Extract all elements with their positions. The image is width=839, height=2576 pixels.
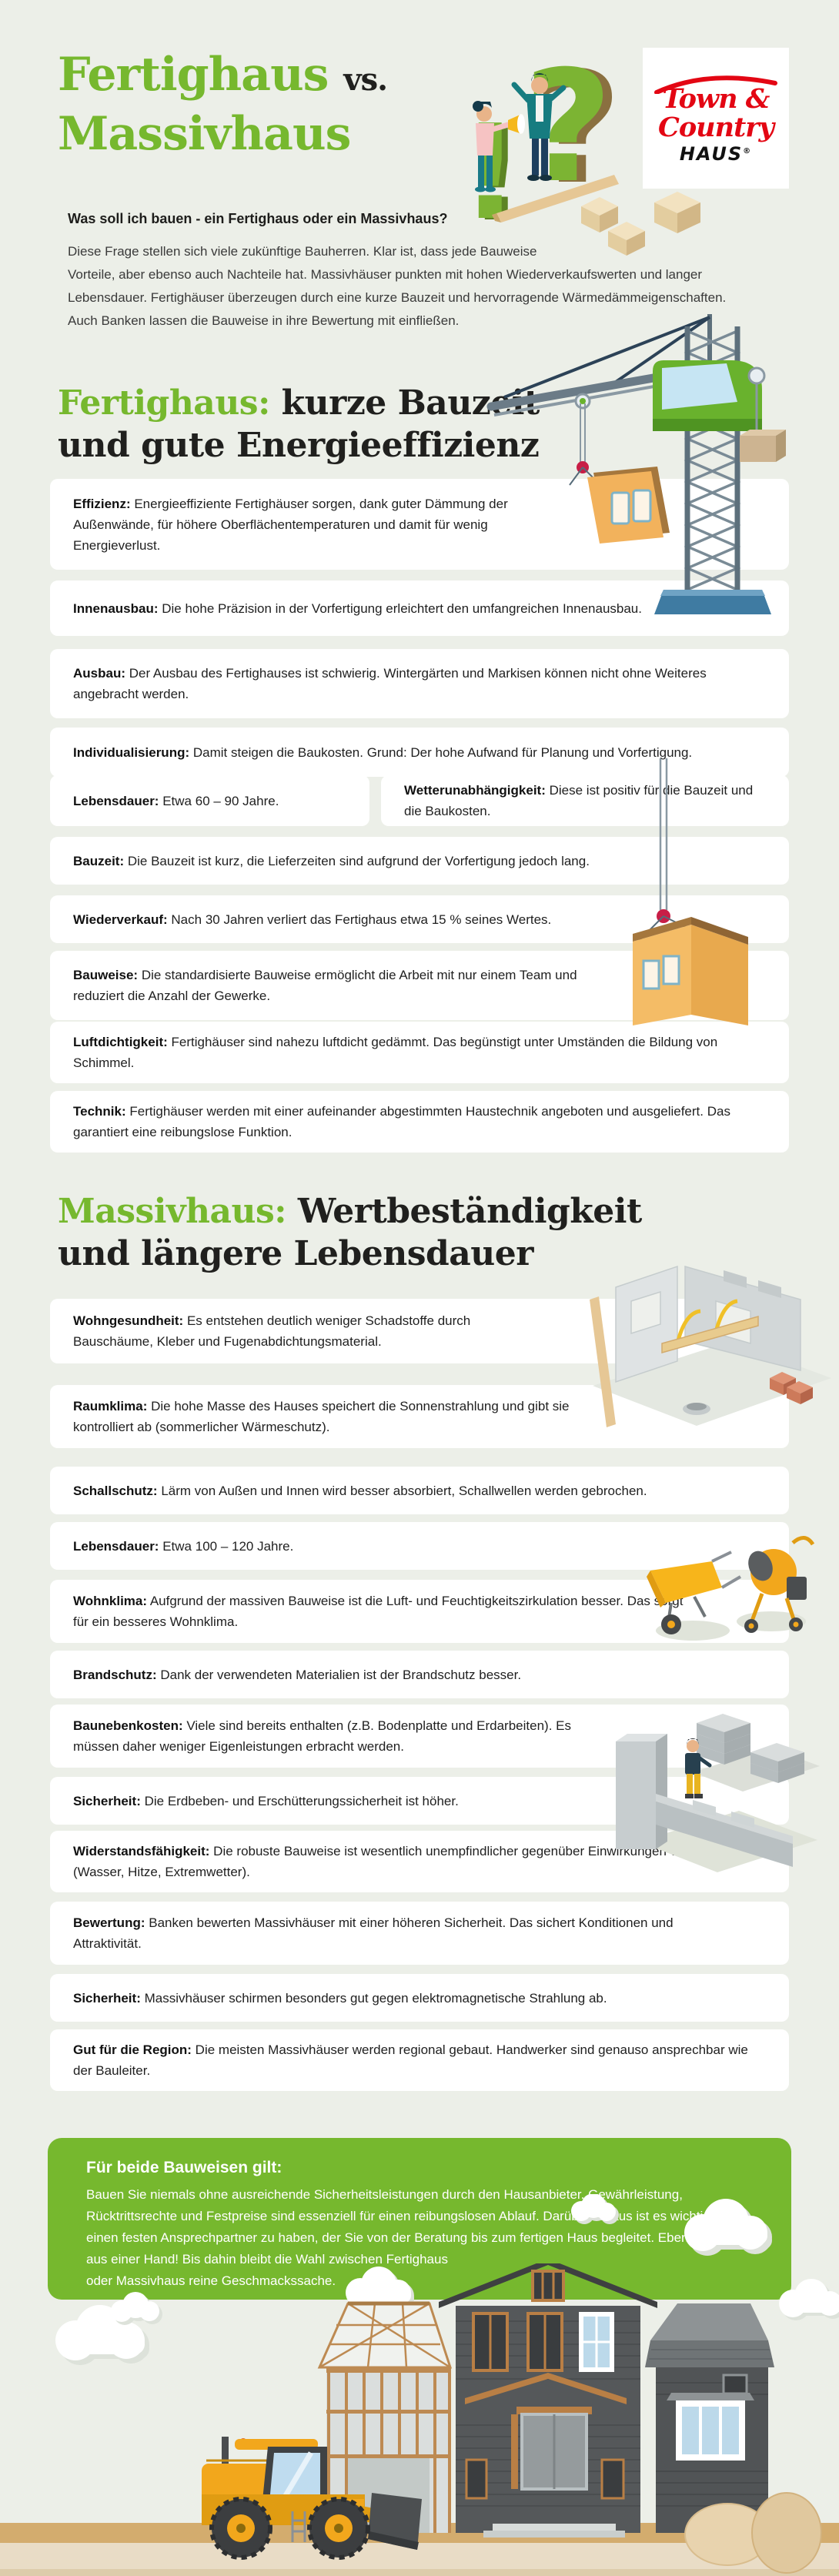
card-label: Effizienz:: [73, 496, 131, 511]
tower-crane-illustration: [486, 314, 786, 614]
card-label: Widerstandsfähigkeit:: [73, 1844, 210, 1858]
card-label: Innenausbau:: [73, 601, 159, 616]
mason-on-wall-illustration: [616, 1734, 817, 1872]
worker-figure: [685, 1738, 712, 1798]
title-word-fertighaus: Fertighaus: [58, 48, 329, 102]
title-word-vs: vs.: [343, 62, 388, 98]
man-figure: [511, 73, 567, 181]
card-text: Nach 30 Jahren verliert das Fertighaus e…: [171, 912, 552, 927]
card-label: Wetterunabhängigkeit:: [404, 783, 546, 798]
card-bauweise: Bauweise: Die standardisierte Bauweise e…: [50, 951, 789, 1020]
footer-note-box: Für beide Bauweisen gilt: Bauen Sie niem…: [48, 2138, 791, 2300]
footer-note-heading: Für beide Bauweisen gilt:: [86, 2159, 282, 2176]
block-stacks-illustration: [693, 1714, 820, 1791]
card-text: Fertighäuser sind nahezu luftdicht gedäm…: [73, 1035, 718, 1070]
card-text: Energieeffiziente Fertighäuser sorgen, d…: [73, 496, 508, 553]
fertighaus-section-heading: Fertighaus: kurze Bauzeit und gute Energi…: [58, 383, 540, 465]
card-text: Fertighäuser werden mit einer aufeinande…: [73, 1104, 730, 1139]
card-text: Der Ausbau des Fertighauses ist schwieri…: [73, 666, 707, 701]
registered-mark: ®: [743, 147, 753, 156]
card-text: Etwa 100 – 120 Jahre.: [162, 1538, 294, 1554]
cloud-icon: [55, 2267, 839, 2365]
card-label: Wiederverkauf:: [73, 912, 168, 927]
card-brandschutz: Brandschutz: Dank der verwendeten Materi…: [50, 1651, 789, 1698]
card-text: Diese ist positiv für die Bauzeit und di…: [404, 783, 754, 818]
card-effizienz: Effizienz: Energieeffiziente Fertighäuse…: [50, 479, 789, 570]
card-label: Lebensdauer:: [73, 793, 159, 808]
logo-word-haus: HAUS®: [679, 143, 753, 165]
card-bewertung: Bewertung: Banken bewerten Massivhäuser …: [50, 1902, 789, 1965]
wheelbarrow-mixer-illustration: [647, 1536, 815, 1641]
masonry-house-shell-illustration: [590, 1265, 831, 1427]
card-text: Die hohe Masse des Hauses speichert die …: [73, 1399, 570, 1434]
card-text: Es entstehen deutlich weniger Schadstoff…: [73, 1313, 471, 1349]
card-technik: Technik: Fertighäuser werden mit einer a…: [50, 1091, 789, 1153]
concrete-mixer-icon: [744, 1536, 815, 1633]
red-bricks-icon: [770, 1372, 813, 1404]
construction-site-scene: [0, 2263, 839, 2576]
card-label: Wohngesundheit:: [73, 1313, 184, 1328]
town-and-country-haus-logo: Town & Country HAUS®: [643, 48, 789, 189]
card-text: Banken bewerten Massivhäuser mit einer h…: [73, 1915, 674, 1951]
card-label: Schallschutz:: [73, 1483, 158, 1498]
page-title: Fertighaus vs. Massivhaus: [58, 48, 388, 161]
card-label: Individualisierung:: [73, 744, 190, 760]
logo-word-town: Town &: [662, 83, 770, 115]
clouds-right: [571, 2194, 772, 2256]
wheel-loader: [202, 2437, 422, 2560]
card-label: Bauzeit:: [73, 853, 125, 868]
footer-note-body: Bauen Sie niemals ohne ausreichende Sich…: [86, 2187, 723, 2288]
card-text: Damit steigen die Baukosten. Grund: Der …: [192, 744, 693, 760]
card-gut-fuer-die-region: Gut für die Region: Die meisten Massivhä…: [50, 2029, 789, 2091]
card-text: Viele sind bereits enthalten (z.B. Boden…: [73, 1718, 571, 1754]
logo-swoosh: [654, 75, 777, 94]
card-lebensdauer-fertighaus: Lebensdauer: Etwa 60 – 90 Jahre.: [50, 775, 369, 826]
logo-word-country: Country: [657, 112, 774, 143]
card-label: Sicherheit:: [73, 1793, 141, 1808]
card-text: Die robuste Bauweise ist wesentlich unem…: [73, 1844, 732, 1879]
card-text: Etwa 60 – 90 Jahre.: [162, 793, 279, 808]
card-text: Die hohe Präzision in der Vorfertigung e…: [162, 601, 642, 616]
card-text: Die Erdbeben- und Erschütterungssicherhe…: [144, 1793, 459, 1808]
card-luftdichtigkeit: Luftdichtigkeit: Fertighäuser sind nahez…: [50, 1022, 789, 1083]
card-text: Die standardisierte Bauweise ermöglicht …: [73, 968, 577, 1003]
card-label: Lebensdauer:: [73, 1538, 159, 1554]
question-mark-illustration: ? ? ! !: [460, 60, 622, 251]
massivhaus-section-heading: Massivhaus: Wertbeständigkeit und längere…: [58, 1192, 642, 1273]
card-label: Raumklima:: [73, 1399, 148, 1413]
card-wetterunabhaengigkeit: Wetterunabhängigkeit: Diese ist positiv …: [381, 775, 789, 826]
card-text: Aufgrund der massiven Bauweise ist die L…: [73, 1594, 684, 1629]
card-schallschutz: Schallschutz: Lärm von Außen und Innen w…: [50, 1467, 789, 1514]
card-text: Dank der verwendeten Materialien ist der…: [160, 1667, 522, 1682]
card-label: Bewertung:: [73, 1915, 145, 1930]
gambrel-roof-house: [645, 2303, 774, 2533]
crane-hook-corner-wall-illustration: [633, 758, 748, 1025]
card-sicherheit-strahlung: Sicherheit: Massivhäuser schirmen besond…: [50, 1974, 789, 2022]
intro-question: Was soll ich bauen - ein Fertighaus oder…: [68, 211, 448, 226]
wheelbarrow-icon: [647, 1551, 742, 1634]
wood-plank-bricks-illustration: [492, 175, 700, 256]
card-text: Massivhäuser schirmen besonders gut gege…: [144, 1990, 607, 2006]
card-label: Wohnklima:: [73, 1594, 148, 1608]
card-label: Gut für die Region:: [73, 2042, 192, 2057]
title-word-massivhaus: Massivhaus: [58, 107, 351, 161]
card-label: Sicherheit:: [73, 1990, 141, 2006]
card-text: Die Bauzeit ist kurz, die Lieferzeiten s…: [127, 853, 590, 868]
woman-figure: [473, 101, 525, 192]
card-label: Bauweise:: [73, 968, 139, 982]
card-label: Brandschutz:: [73, 1667, 157, 1682]
dark-gray-house: [439, 2263, 657, 2538]
card-lebensdauer-massivhaus: Lebensdauer: Etwa 100 – 120 Jahre.: [50, 1522, 789, 1570]
intro-paragraph: Diese Frage stellen sich viele zukünftig…: [68, 244, 727, 328]
card-label: Ausbau:: [73, 666, 125, 681]
card-label: Technik:: [73, 1104, 126, 1119]
card-text: Lärm von Außen und Innen wird besser abs…: [161, 1483, 647, 1498]
card-label: Luftdichtigkeit:: [73, 1035, 168, 1049]
card-text: Die meisten Massivhäuser werden regional…: [73, 2042, 748, 2078]
card-label: Baunebenkosten:: [73, 1718, 183, 1733]
card-ausbau: Ausbau: Der Ausbau des Fertighauses ist …: [50, 649, 789, 718]
ladder-icon: [291, 2511, 306, 2542]
